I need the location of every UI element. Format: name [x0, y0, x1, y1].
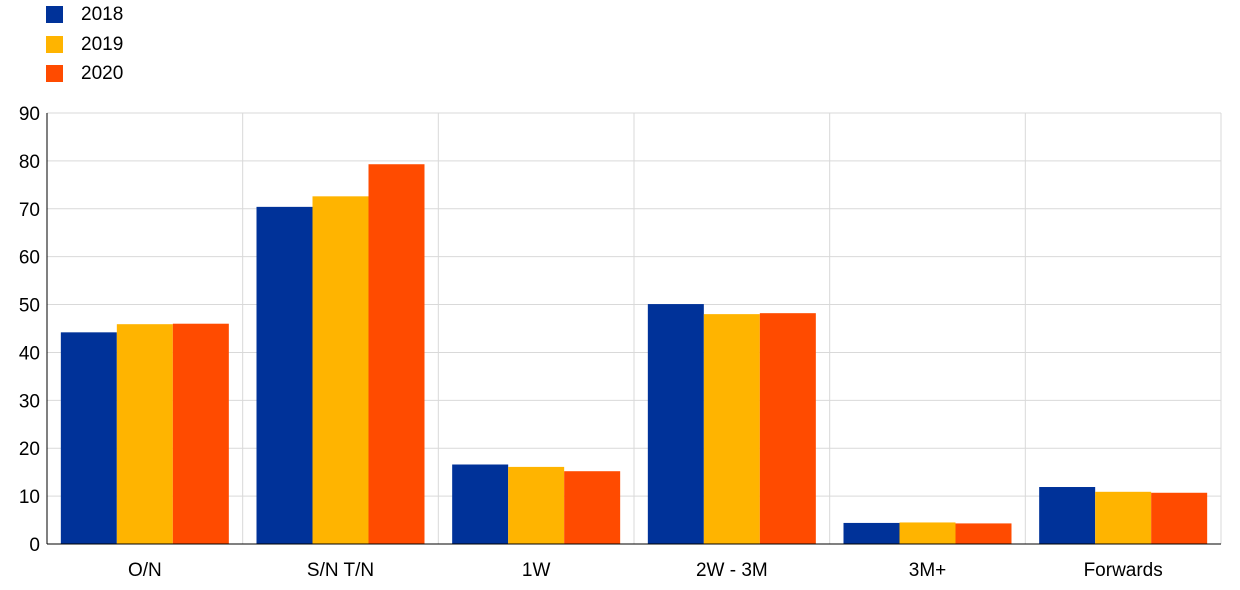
- x-tick-label: O/N: [128, 560, 162, 581]
- y-tick-label: 70: [19, 200, 40, 221]
- bar-2019: [899, 522, 956, 544]
- bar-2020: [759, 313, 816, 544]
- x-tick-label: Forwards: [1084, 560, 1163, 581]
- y-tick-label: 80: [19, 152, 40, 173]
- legend-item-2020: 2020: [46, 59, 123, 89]
- y-tick-label: 10: [19, 487, 40, 508]
- bar-2020: [564, 471, 621, 544]
- axes: [46, 113, 1221, 545]
- legend-swatch-2019: [46, 35, 63, 53]
- bar-2019: [508, 466, 565, 544]
- bar-2020: [1151, 492, 1208, 544]
- x-tick-label: 2W - 3M: [696, 560, 768, 581]
- bar-2019: [703, 314, 760, 544]
- legend-label-2018: 2018: [81, 4, 124, 26]
- bar-2018: [1039, 487, 1096, 544]
- bar-2018: [60, 332, 117, 544]
- y-axis-labels: 0 10 20 30 40 50 60 70 80 90: [19, 104, 40, 556]
- legend: 2018 2019 2020: [46, 0, 123, 89]
- x-tick-label: S/N T/N: [307, 560, 374, 581]
- bar-2018: [647, 304, 704, 544]
- x-tick-label: 3M+: [909, 560, 947, 581]
- bar-2018: [452, 464, 509, 544]
- y-tick-label: 60: [19, 248, 40, 269]
- legend-item-2019: 2019: [46, 30, 123, 60]
- legend-swatch-2020: [46, 65, 63, 83]
- y-tick-label: 20: [19, 439, 40, 460]
- y-tick-label: 0: [29, 535, 40, 556]
- bar-2019: [312, 196, 369, 544]
- bar-2020: [172, 323, 229, 544]
- legend-label-2020: 2020: [81, 63, 124, 85]
- bar-2020: [368, 164, 425, 545]
- legend-label-2019: 2019: [81, 33, 124, 55]
- bars: [60, 164, 1208, 545]
- y-tick-label: 30: [19, 391, 40, 412]
- x-tick-label: 1W: [522, 560, 551, 581]
- y-tick-label: 40: [19, 343, 40, 364]
- bar-2018: [843, 522, 900, 544]
- grid: [47, 112, 1222, 544]
- y-tick-label: 90: [19, 104, 40, 125]
- legend-swatch-2018: [46, 6, 63, 24]
- bar-2018: [256, 206, 313, 544]
- bar-2020: [955, 523, 1012, 544]
- bar-2019: [116, 324, 173, 544]
- bar-2019: [1095, 491, 1152, 544]
- x-axis-labels: O/N S/N T/N 1W 2W - 3M 3M+ Forwards: [128, 560, 1163, 581]
- legend-item-2018: 2018: [46, 0, 123, 30]
- y-tick-label: 50: [19, 296, 40, 317]
